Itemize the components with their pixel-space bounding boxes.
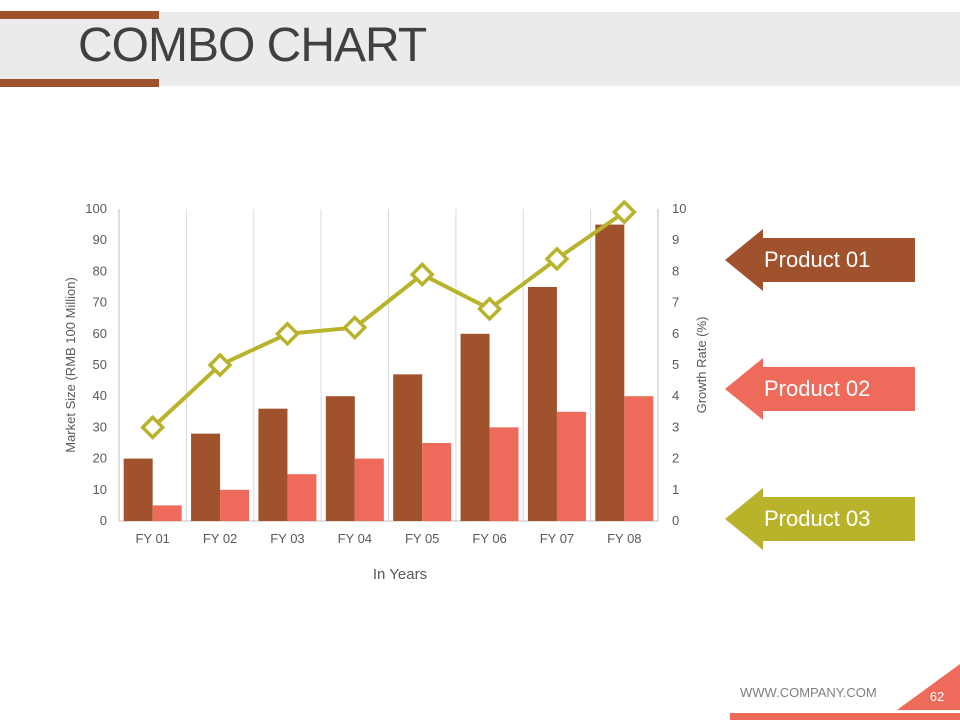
- bar-product-01: [460, 333, 490, 521]
- y-tick-label: 0: [100, 513, 107, 528]
- bar-product-02: [556, 411, 586, 521]
- point-product-03: [207, 352, 233, 378]
- point-product-03: [611, 199, 637, 225]
- bar-product-02: [624, 396, 654, 521]
- point-product-03: [342, 315, 368, 341]
- y2-tick-label: 2: [672, 451, 679, 466]
- bar-product-02: [287, 474, 317, 521]
- y-tick-label: 90: [93, 232, 107, 247]
- x-tick-label: FY 03: [270, 531, 304, 546]
- y-tick-label: 60: [93, 326, 107, 341]
- y-tick-label: 30: [93, 419, 107, 434]
- y2-tick-label: 1: [672, 482, 679, 497]
- title-accent-top: [0, 11, 159, 19]
- point-product-03: [409, 262, 435, 287]
- y2-tick-label: 10: [672, 201, 686, 216]
- bar-product-02: [489, 427, 519, 521]
- slide-title: COMBO CHART: [78, 19, 427, 72]
- bar-product-02: [354, 458, 384, 521]
- x-tick-label: FY 02: [203, 531, 237, 546]
- y-tick-label: 50: [93, 357, 107, 372]
- footer-url: WWW.COMPANY.COM: [740, 685, 877, 700]
- bar-product-01: [258, 408, 288, 521]
- point-product-03: [477, 296, 503, 322]
- x-tick-label: FY 08: [607, 531, 641, 546]
- y2-tick-label: 0: [672, 513, 679, 528]
- bar-product-01: [191, 433, 221, 521]
- y2-tick-label: 8: [672, 263, 679, 278]
- page-number: 62: [929, 689, 945, 704]
- point-product-03: [140, 414, 166, 440]
- line-product-03: [151, 210, 626, 429]
- point-product-03: [274, 321, 300, 347]
- y2-tick-label: 7: [672, 295, 679, 310]
- title-accent-bottom: [0, 79, 159, 87]
- y-tick-label: 100: [85, 201, 107, 216]
- y2-tick-label: 9: [672, 232, 679, 247]
- x-tick-label: FY 01: [135, 531, 169, 546]
- legend-label-product-01: Product 01: [764, 247, 871, 272]
- bar-product-01: [527, 287, 557, 521]
- legend-label-product-03: Product 03: [764, 506, 871, 531]
- y-axis-title: Market Size (RMB 100 Million): [63, 277, 78, 453]
- y2-tick-label: 4: [672, 388, 679, 403]
- legend-label-product-02: Product 02: [764, 376, 871, 401]
- x-tick-label: FY 07: [540, 531, 574, 546]
- bar-product-01: [123, 458, 153, 521]
- y-tick-label: 10: [93, 482, 107, 497]
- y2-tick-label: 5: [672, 357, 679, 372]
- x-axis-title: In Years: [373, 566, 427, 583]
- y-tick-label: 70: [93, 295, 107, 310]
- bar-product-02: [152, 505, 182, 521]
- bar-product-02: [422, 443, 452, 521]
- title-band: [0, 12, 960, 86]
- bar-product-01: [325, 396, 355, 521]
- y2-axis-title: Growth Rate (%): [694, 317, 709, 414]
- x-tick-label: FY 05: [405, 531, 439, 546]
- bar-product-02: [220, 489, 250, 521]
- x-tick-label: FY 06: [472, 531, 506, 546]
- y-tick-label: 20: [93, 451, 107, 466]
- x-tick-label: FY 04: [338, 531, 372, 546]
- bar-product-01: [393, 374, 423, 521]
- point-product-03: [544, 246, 570, 272]
- y-tick-label: 80: [93, 263, 107, 278]
- y2-tick-label: 6: [672, 326, 679, 341]
- y2-tick-label: 3: [672, 419, 679, 434]
- y-tick-label: 40: [93, 388, 107, 403]
- bar-product-01: [595, 224, 625, 521]
